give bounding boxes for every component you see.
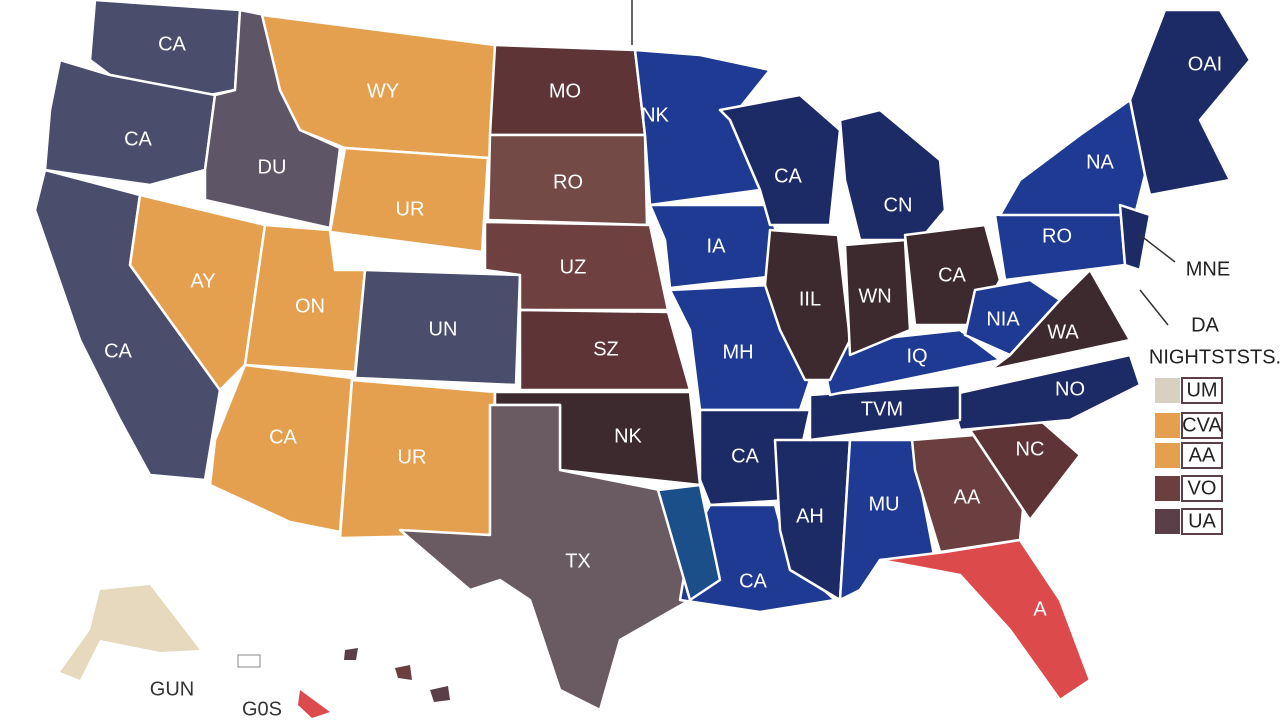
legend-title: NIGHTSTSTS. xyxy=(1149,346,1280,368)
island xyxy=(430,686,450,702)
legend-label: AA xyxy=(1189,444,1216,466)
state-label: WN xyxy=(858,285,891,307)
state-label: NA xyxy=(1086,151,1114,173)
legend-swatch xyxy=(1155,443,1180,468)
state xyxy=(773,438,852,602)
legend-box xyxy=(1181,508,1223,535)
state-label: MU xyxy=(868,493,899,515)
legend-box xyxy=(1181,442,1223,469)
state-label: CA xyxy=(731,445,759,467)
state xyxy=(328,146,490,254)
state-label: IQ xyxy=(906,345,927,367)
state-label: UZ xyxy=(560,256,587,278)
inset-label: GUN xyxy=(150,678,194,700)
state-label: IA xyxy=(707,235,727,257)
state-label: CA xyxy=(158,33,186,55)
state xyxy=(998,98,1147,217)
state-label: CA xyxy=(124,128,152,150)
state-label: SZ xyxy=(593,338,619,360)
state-label: UR xyxy=(398,446,427,468)
state xyxy=(843,238,912,357)
legend-swatch xyxy=(1155,378,1180,403)
state xyxy=(808,383,962,442)
legend-box xyxy=(1181,377,1223,404)
legend-label: VO xyxy=(1188,477,1217,499)
state xyxy=(128,193,267,392)
state-label: UN xyxy=(429,318,458,340)
state xyxy=(353,268,522,387)
state-label: AY xyxy=(190,270,215,292)
state xyxy=(838,108,947,242)
state-label: NK xyxy=(641,104,669,126)
state-label: RO xyxy=(553,171,583,193)
state-label: NK xyxy=(614,425,642,447)
state xyxy=(763,228,852,382)
state-label: AA xyxy=(954,486,981,508)
state-label: CN xyxy=(884,194,913,216)
state-label: MH xyxy=(722,341,753,363)
state-label: DU xyxy=(258,156,287,178)
state xyxy=(208,363,354,534)
state xyxy=(948,353,1142,432)
callout-line xyxy=(1139,234,1176,263)
legend-label: CVA xyxy=(1182,414,1222,436)
legend-box xyxy=(1181,412,1223,439)
hawaii-inset xyxy=(298,690,330,718)
alaska-inset xyxy=(60,585,200,680)
legend-label: UM xyxy=(1186,379,1217,401)
state xyxy=(1118,203,1152,272)
state-label: CA xyxy=(739,570,767,592)
state xyxy=(988,268,1132,372)
legend-swatch xyxy=(1155,413,1180,438)
state-label: MO xyxy=(549,80,581,102)
state-label: WA xyxy=(1047,321,1079,343)
state-label: CA xyxy=(774,165,802,187)
state-label: ON xyxy=(295,295,325,317)
state-label: NIA xyxy=(986,308,1020,330)
state-label: NO xyxy=(1055,378,1085,400)
state-label: IIL xyxy=(799,288,821,310)
state xyxy=(1128,8,1252,197)
inset-box xyxy=(237,654,261,668)
callout-label: DA xyxy=(1191,314,1219,336)
legend-box xyxy=(1181,475,1223,502)
callout-label: MNE xyxy=(1186,258,1230,280)
inset-label: G0S xyxy=(242,698,282,720)
state-label: WY xyxy=(367,80,399,102)
state-label: OAI xyxy=(1188,53,1222,75)
state xyxy=(518,308,692,392)
state-label: CA xyxy=(269,426,297,448)
legend-label: UA xyxy=(1188,510,1216,532)
state-label: CA xyxy=(938,264,966,286)
state-label: CA xyxy=(104,340,132,362)
callout-line xyxy=(1139,289,1169,326)
state-label: UR xyxy=(396,198,425,220)
state-label: NC xyxy=(1016,438,1045,460)
legend-swatch xyxy=(1155,476,1180,501)
island xyxy=(395,665,412,680)
state-label: TX xyxy=(565,550,591,572)
island xyxy=(344,648,358,660)
legend-swatch xyxy=(1155,509,1180,534)
state-label: RO xyxy=(1042,225,1072,247)
state-label: AH xyxy=(796,505,824,527)
state xyxy=(718,93,842,227)
state xyxy=(878,538,1092,702)
state-label: A xyxy=(1033,598,1047,620)
state xyxy=(648,203,787,290)
state-label: TVM xyxy=(861,398,903,420)
state xyxy=(43,58,217,187)
state xyxy=(656,483,722,602)
state xyxy=(398,403,692,712)
